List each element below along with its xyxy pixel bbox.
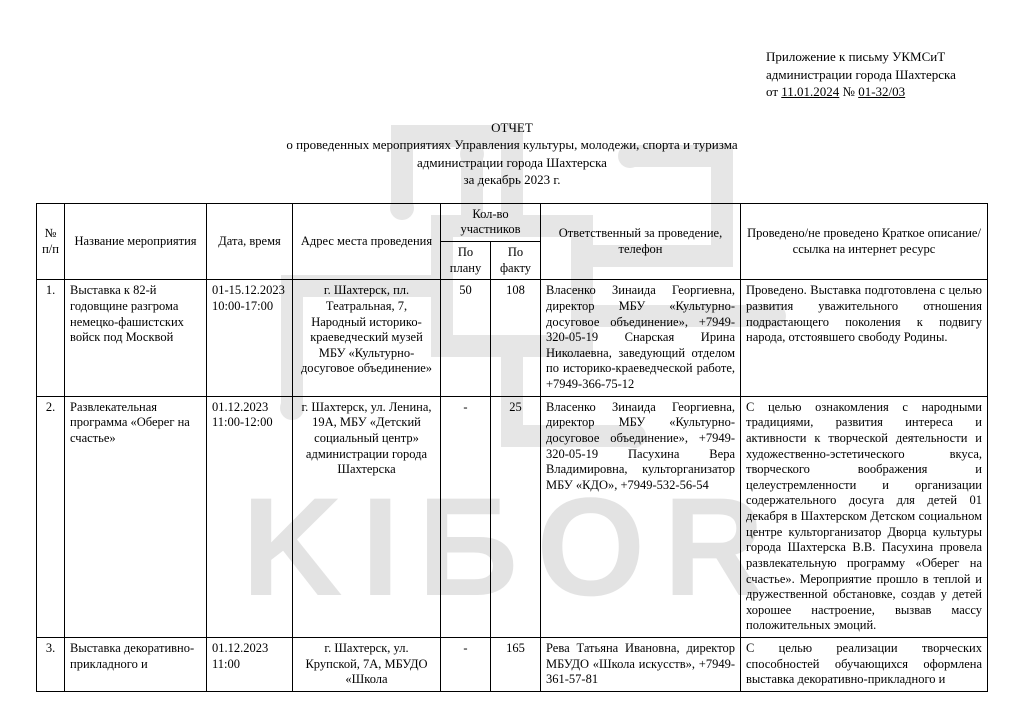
title-line2: о проведенных мероприятиях Управления ку… bbox=[36, 136, 988, 154]
title-line3: администрации города Шахтерска bbox=[36, 154, 988, 172]
cell-resp: Власенко Зинаида Георгиевна, директор МБ… bbox=[541, 280, 741, 396]
cell-resp: Рева Татьяна Ивановна, директор МБУДО «Ш… bbox=[541, 638, 741, 692]
cell-addr: г. Шахтерск, пл. Театральная, 7, Народны… bbox=[293, 280, 441, 396]
report-table: № п/п Название мероприятия Дата, время А… bbox=[36, 203, 988, 692]
col-num-header: № п/п bbox=[37, 203, 65, 280]
col-desc-header: Проведено/не проведено Краткое описание/… bbox=[741, 203, 988, 280]
document-page: Приложение к письму УКМСиТ администрации… bbox=[0, 0, 1024, 692]
cell-addr: г. Шахтерск, ул. Ленина, 19А, МБУ «Детск… bbox=[293, 396, 441, 637]
cell-num: 2. bbox=[37, 396, 65, 637]
cell-desc: С целью ознакомления с народными традици… bbox=[741, 396, 988, 637]
cell-resp: Власенко Зинаида Георгиевна, директор МБ… bbox=[541, 396, 741, 637]
appendix-number: 01-32/03 bbox=[858, 84, 905, 99]
cell-date: 01.12.2023 11:00 bbox=[207, 638, 293, 692]
table-row: 2. Развлекательная программа «Оберег на … bbox=[37, 396, 988, 637]
cell-name: Выставка к 82-й годовщине разгрома немец… bbox=[65, 280, 207, 396]
cell-name: Выставка декоративно-прикладного и bbox=[65, 638, 207, 692]
cell-plan: - bbox=[441, 396, 491, 637]
cell-num: 1. bbox=[37, 280, 65, 396]
cell-addr: г. Шахтерск, ул. Крупской, 7А, МБУДО «Шк… bbox=[293, 638, 441, 692]
appendix-date: 11.01.2024 bbox=[781, 84, 839, 99]
table-body: 1. Выставка к 82-й годовщине разгрома не… bbox=[37, 280, 988, 692]
cell-date: 01-15.12.2023 10:00-17:00 bbox=[207, 280, 293, 396]
cell-desc: Проведено. Выставка подготовлена с целью… bbox=[741, 280, 988, 396]
col-addr-header: Адрес места проведения bbox=[293, 203, 441, 280]
cell-name: Развлекательная программа «Оберег на сча… bbox=[65, 396, 207, 637]
cell-num: 3. bbox=[37, 638, 65, 692]
col-participants-header: Кол-во участников bbox=[441, 203, 541, 241]
col-name-header: Название мероприятия bbox=[65, 203, 207, 280]
cell-plan: - bbox=[441, 638, 491, 692]
table-row: 1. Выставка к 82-й годовщине разгрома не… bbox=[37, 280, 988, 396]
cell-plan: 50 bbox=[441, 280, 491, 396]
appendix-line1: Приложение к письму УКМСиТ bbox=[766, 48, 988, 66]
col-plan-header: По плану bbox=[441, 242, 491, 280]
appendix-num-label: № bbox=[839, 84, 858, 99]
appendix-from-label: от bbox=[766, 84, 781, 99]
cell-date: 01.12.2023 11:00-12:00 bbox=[207, 396, 293, 637]
table-header: № п/п Название мероприятия Дата, время А… bbox=[37, 203, 988, 280]
report-title-block: ОТЧЕТ о проведенных мероприятиях Управле… bbox=[36, 119, 988, 189]
col-resp-header: Ответственный за проведение, телефон bbox=[541, 203, 741, 280]
col-date-header: Дата, время bbox=[207, 203, 293, 280]
cell-desc: С целью реализации творческих способност… bbox=[741, 638, 988, 692]
cell-fact: 25 bbox=[491, 396, 541, 637]
title-line1: ОТЧЕТ bbox=[36, 119, 988, 137]
title-line4: за декабрь 2023 г. bbox=[36, 171, 988, 189]
cell-fact: 165 bbox=[491, 638, 541, 692]
appendix-line3: от 11.01.2024 № 01-32/03 bbox=[766, 83, 988, 101]
col-fact-header: По факту bbox=[491, 242, 541, 280]
cell-fact: 108 bbox=[491, 280, 541, 396]
appendix-line2: администрации города Шахтерска bbox=[766, 66, 988, 84]
appendix-block: Приложение к письму УКМСиТ администрации… bbox=[766, 48, 988, 101]
table-row: 3. Выставка декоративно-прикладного и 01… bbox=[37, 638, 988, 692]
